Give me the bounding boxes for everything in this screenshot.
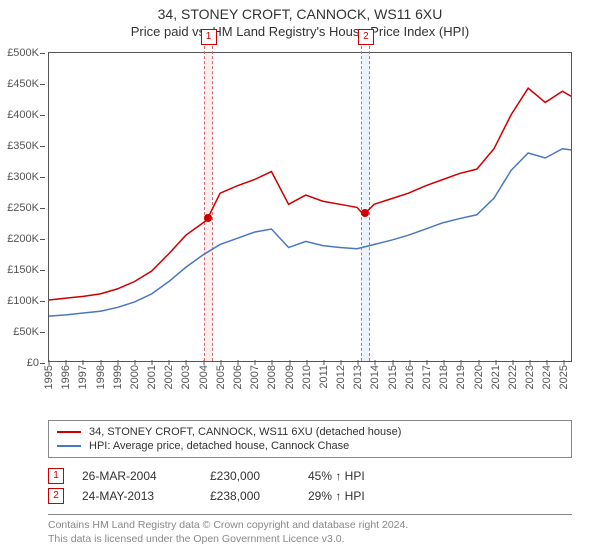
x-axis-label: 2009 (284, 365, 296, 389)
x-axis-label: 2007 (249, 365, 261, 389)
series-hpi (49, 149, 571, 316)
x-axis-label: 2002 (163, 365, 175, 389)
x-axis-label: 1998 (95, 365, 107, 389)
series-property (49, 88, 571, 300)
x-axis-label: 1995 (43, 365, 55, 389)
x-axis-label: 2012 (335, 365, 347, 389)
x-axis-label: 2024 (541, 365, 553, 389)
y-axis-label: £150K (7, 264, 39, 276)
transaction-marker-badge: 2 (48, 488, 64, 504)
x-axis-label: 2025 (558, 365, 570, 389)
page-title: 34, STONEY CROFT, CANNOCK, WS11 6XU (0, 6, 600, 22)
price-chart: £0£50K£100K£150K£200K£250K£300K£350K£400… (48, 52, 572, 362)
x-axis-label: 2020 (473, 365, 485, 389)
chart-legend: 34, STONEY CROFT, CANNOCK, WS11 6XU (det… (48, 420, 572, 458)
y-axis-label: £400K (7, 109, 39, 121)
sale-price-dot (361, 209, 369, 217)
x-axis-label: 2001 (146, 365, 158, 389)
x-axis-label: 2022 (507, 365, 519, 389)
sale-marker-badge: 1 (201, 29, 217, 45)
x-axis-label: 2013 (352, 365, 364, 389)
x-axis-label: 2017 (421, 365, 433, 389)
legend-label: HPI: Average price, detached house, Cann… (89, 440, 349, 452)
transaction-row: 1 26-MAR-2004 £230,000 45% ↑ HPI (48, 466, 572, 486)
legend-item: HPI: Average price, detached house, Cann… (57, 439, 563, 453)
transaction-price: £230,000 (210, 469, 290, 483)
y-axis-label: £50K (13, 326, 39, 338)
y-axis-label: £350K (7, 140, 39, 152)
y-axis-label: £500K (7, 47, 39, 59)
sale-marker-badge: 2 (358, 29, 374, 45)
x-axis-label: 2000 (129, 365, 141, 389)
footnote-line: This data is licensed under the Open Gov… (48, 533, 572, 547)
legend-swatch (57, 445, 81, 447)
x-axis-label: 2016 (404, 365, 416, 389)
legend-item: 34, STONEY CROFT, CANNOCK, WS11 6XU (det… (57, 425, 563, 439)
legend-label: 34, STONEY CROFT, CANNOCK, WS11 6XU (det… (89, 426, 401, 438)
y-axis-label: £250K (7, 202, 39, 214)
y-axis-label: £0 (27, 357, 39, 369)
transaction-date: 24-MAY-2013 (82, 489, 192, 503)
transaction-hpi-change: 29% ↑ HPI (308, 489, 398, 503)
transaction-date: 26-MAR-2004 (82, 469, 192, 483)
x-axis-label: 2021 (490, 365, 502, 389)
footnote-line: Contains HM Land Registry data © Crown c… (48, 519, 572, 533)
x-axis-label: 2023 (524, 365, 536, 389)
x-axis-label: 2018 (438, 365, 450, 389)
x-axis-label: 2015 (387, 365, 399, 389)
transaction-price: £238,000 (210, 489, 290, 503)
x-axis-label: 2014 (369, 365, 381, 389)
x-axis-label: 1997 (77, 365, 89, 389)
x-axis-label: 2003 (180, 365, 192, 389)
transaction-marker-badge: 1 (48, 468, 64, 484)
x-axis-label: 1996 (60, 365, 72, 389)
y-axis-label: £200K (7, 233, 39, 245)
x-axis-label: 2010 (301, 365, 313, 389)
transaction-hpi-change: 45% ↑ HPI (308, 469, 398, 483)
legend-swatch (57, 431, 81, 433)
x-axis-label: 2006 (232, 365, 244, 389)
sale-price-dot (204, 214, 212, 222)
y-axis-label: £300K (7, 171, 39, 183)
x-axis-label: 2004 (198, 365, 210, 389)
page-subtitle: Price paid vs. HM Land Registry's House … (0, 24, 600, 39)
transactions-table: 1 26-MAR-2004 £230,000 45% ↑ HPI 2 24-MAY-201… (48, 466, 572, 506)
x-axis-label: 2005 (215, 365, 227, 389)
data-attribution: Contains HM Land Registry data © Crown c… (48, 514, 572, 546)
x-axis-label: 2019 (455, 365, 467, 389)
x-axis-label: 2011 (318, 365, 330, 389)
y-axis-label: £100K (7, 295, 39, 307)
x-axis-label: 1999 (112, 365, 124, 389)
transaction-row: 2 24-MAY-2013 £238,000 29% ↑ HPI (48, 486, 572, 506)
y-axis-label: £450K (7, 78, 39, 90)
x-axis-label: 2008 (266, 365, 278, 389)
